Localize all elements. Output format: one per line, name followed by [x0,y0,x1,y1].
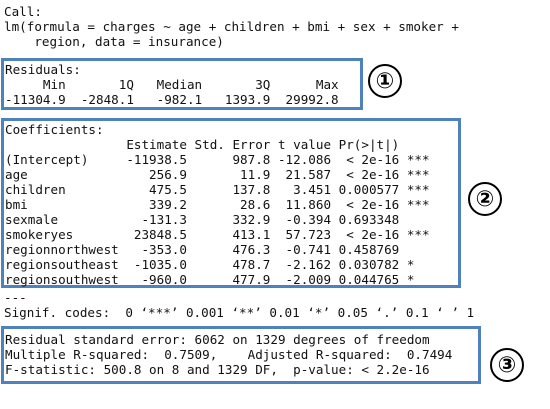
call-formula-line2: region, data = insurance) [4,34,224,49]
residuals-header: Min 1Q Median 3Q Max [5,77,339,92]
summary-box [1,326,481,384]
annotation-badge-2: ② [468,182,502,216]
coefficient-row-age: age 256.9 11.9 21.587 < 2e-16 *** [5,167,430,182]
annotation-badge-3: ③ [490,348,524,382]
coefficients-header: Estimate Std. Error t value Pr(>|t|) [5,137,400,152]
residuals-box [1,58,363,110]
coefficient-row-regionnorthwest: regionnorthwest -353.0 476.3 -0.741 0.45… [5,242,400,257]
coefficients-box [1,118,461,288]
call-label: Call: [4,4,42,19]
coefficient-row-regionsoutheast: regionsoutheast -1035.0 478.7 -2.162 0.0… [5,257,415,272]
coefficient-row-children: children 475.5 137.8 3.451 0.000577 *** [5,182,430,197]
coefficient-row-intercept: (Intercept) -11938.5 987.8 -12.086 < 2e-… [5,152,430,167]
coefficient-row-regionsouthwest: regionsouthwest -960.0 477.9 -2.009 0.04… [5,272,415,287]
r-squared-line: Multiple R-squared: 0.7509, Adjusted R-s… [5,347,453,362]
coefficient-row-smokeryes: smokeryes 23848.5 413.1 57.723 < 2e-16 *… [5,227,430,242]
coefficients-title: Coefficients: [5,122,104,137]
signif-codes: Signif. codes: 0 ‘***’ 0.001 ‘**’ 0.01 ‘… [4,305,475,320]
residual-standard-error: Residual standard error: 6062 on 1329 de… [5,332,430,347]
separator-line: --- [4,290,27,305]
annotation-badge-1: ① [368,64,402,98]
residuals-title: Residuals: [5,62,81,77]
residuals-values: -11304.9 -2848.1 -982.1 1393.9 29992.8 [5,92,339,107]
call-formula-line1: lm(formula = charges ~ age + children + … [4,19,459,34]
coefficient-row-sexmale: sexmale -131.3 332.9 -0.394 0.693348 [5,212,400,227]
f-statistic-line: F-statistic: 500.8 on 8 and 1329 DF, p-v… [5,362,430,377]
coefficient-row-bmi: bmi 339.2 28.6 11.860 < 2e-16 *** [5,197,430,212]
